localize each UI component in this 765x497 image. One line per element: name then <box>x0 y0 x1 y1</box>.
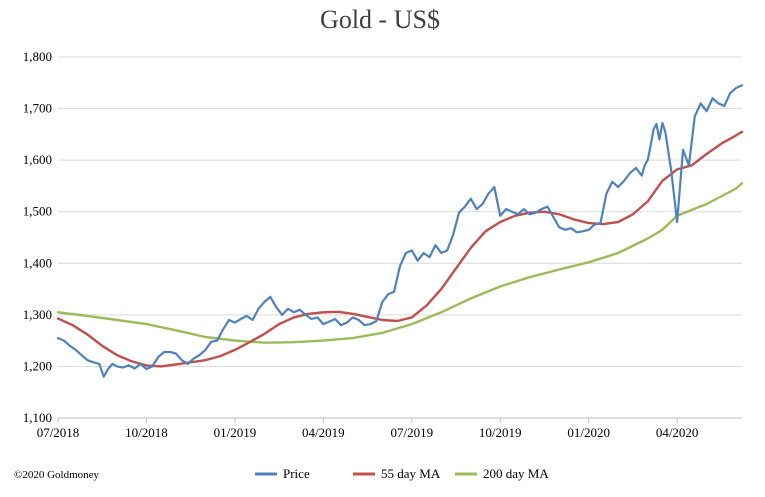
series-layer <box>56 84 744 378</box>
price-line <box>56 84 744 378</box>
x-tick-label: 07/2018 <box>37 425 80 440</box>
legend-label: 200 day MA <box>483 466 549 481</box>
y-tick-label: 1,500 <box>23 204 52 219</box>
legend-item-200-day-ma: 200 day MA <box>455 466 549 481</box>
x-tick-label: 07/2019 <box>390 425 433 440</box>
ma200-line <box>56 182 744 344</box>
copyright-text: ©2020 Goldmoney <box>14 469 100 481</box>
legend-label: Price <box>283 466 310 481</box>
x-tick-label: 10/2018 <box>125 425 168 440</box>
y-tick-label: 1,600 <box>23 152 52 167</box>
y-tick-label: 1,700 <box>23 101 52 116</box>
legend-item-price: Price <box>255 466 310 481</box>
y-tick-label: 1,800 <box>23 49 52 64</box>
legend: Price 55 day MA 200 day MA <box>255 466 549 481</box>
x-axis-ticks: 07/2018 10/2018 01/2019 04/2019 07/2019 10/20… <box>37 418 699 440</box>
ma55-line <box>56 130 744 368</box>
y-tick-label: 1,400 <box>23 255 52 270</box>
legend-label: 55 day MA <box>381 466 441 481</box>
legend-item-55-day-ma: 55 day MA <box>353 466 441 481</box>
y-tick-label: 1,300 <box>23 307 52 322</box>
y-tick-label: 1,200 <box>23 358 52 373</box>
chart-title: Gold - US$ <box>320 5 440 34</box>
x-tick-label: 04/2020 <box>656 425 699 440</box>
x-tick-label: 10/2019 <box>479 425 522 440</box>
x-tick-label: 01/2019 <box>214 425 257 440</box>
x-tick-label: 01/2020 <box>567 425 610 440</box>
y-axis-ticks: 1,100 1,200 1,300 1,400 1,500 1,600 1,700 1,800 <box>23 49 52 425</box>
x-tick-label: 04/2019 <box>302 425 345 440</box>
y-tick-label: 1,100 <box>23 410 52 425</box>
